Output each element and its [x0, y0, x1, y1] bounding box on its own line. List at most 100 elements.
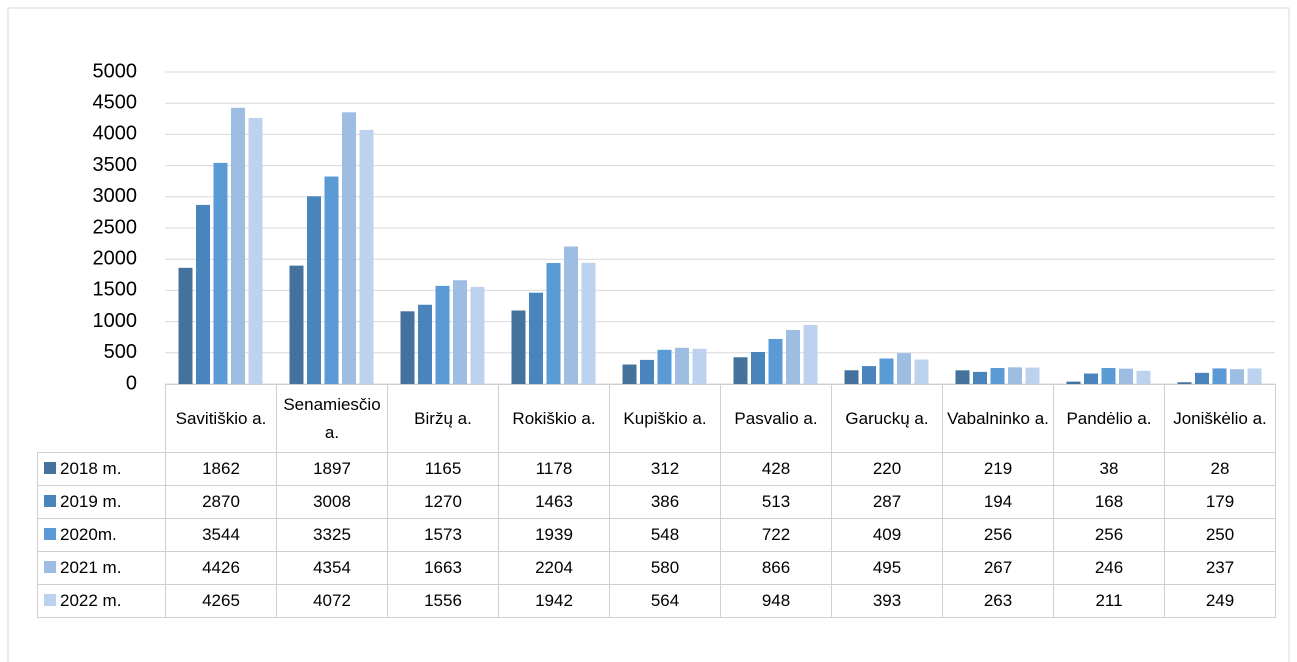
bar	[733, 357, 748, 384]
table-value: 564	[609, 584, 721, 618]
bar	[751, 351, 765, 384]
data-table: Savitiškio a. Senamiesčio a. Biržų a. Rokiš…	[37, 384, 1276, 618]
table-value: 256	[942, 518, 1054, 552]
bar	[973, 371, 987, 384]
table-value: 2204	[498, 551, 610, 585]
table-value: 409	[831, 518, 943, 552]
table-value: 948	[720, 584, 832, 618]
bar	[1101, 368, 1116, 384]
data-row: 2019 m. 2870 3008 1270 1463 386 513 287 194 168 17…	[37, 485, 1276, 519]
table-value: 1942	[498, 584, 610, 618]
bar	[990, 368, 1005, 384]
legend-entry: 2020m.	[37, 518, 166, 552]
bar	[546, 263, 561, 384]
bar	[511, 310, 526, 384]
table-value: 3325	[276, 518, 388, 552]
table-value: 2870	[165, 485, 277, 519]
bar	[640, 359, 654, 384]
bar	[879, 358, 894, 384]
x-tick-label: Kupiškio a.	[609, 384, 721, 453]
table-value: 220	[831, 452, 943, 486]
bar	[564, 246, 578, 384]
table-value: 1556	[387, 584, 499, 618]
data-row: 2020m. 3544 3325 1573 1939 548 722 409 256 256 250	[37, 518, 1276, 552]
table-value: 513	[720, 485, 832, 519]
bar	[786, 329, 800, 384]
table-value: 194	[942, 485, 1054, 519]
bar	[1066, 381, 1081, 384]
legend-label: 2022 m.	[60, 591, 122, 610]
y-tick-label: 4000	[93, 123, 138, 145]
y-tick-label: 2000	[93, 247, 138, 269]
table-value: 1939	[498, 518, 610, 552]
table-value: 250	[1164, 518, 1276, 552]
bar	[231, 107, 245, 384]
bar	[178, 267, 193, 384]
bar	[342, 112, 356, 385]
x-tick-label: Savitiškio a.	[165, 384, 277, 453]
table-value: 246	[1053, 551, 1165, 585]
bar	[1230, 369, 1244, 384]
y-tick-label: 1000	[93, 310, 138, 332]
table-value: 1663	[387, 551, 499, 585]
x-tick-label: Rokiškio a.	[498, 384, 610, 453]
table-value: 263	[942, 584, 1054, 618]
y-tick-label: 0	[126, 372, 137, 394]
y-tick-label: 500	[104, 341, 137, 363]
legend-label: 2019 m.	[60, 492, 122, 511]
table-value: 4426	[165, 551, 277, 585]
bar	[248, 117, 263, 384]
y-tick-label: 3500	[93, 154, 138, 176]
legend-label: 2018 m.	[60, 459, 122, 478]
bar	[897, 353, 911, 384]
bar	[213, 162, 228, 384]
bar	[400, 311, 415, 384]
bar	[844, 370, 859, 384]
table-value: 256	[1053, 518, 1165, 552]
table-value: 249	[1164, 584, 1276, 618]
table-value: 548	[609, 518, 721, 552]
legend-label: 2021 m.	[60, 558, 122, 577]
bar	[581, 262, 596, 384]
bar	[1025, 367, 1040, 384]
table-value: 580	[609, 551, 721, 585]
x-tick-label: Biržų a.	[387, 384, 499, 453]
table-value: 428	[720, 452, 832, 486]
bar	[1119, 368, 1133, 384]
table-value: 219	[942, 452, 1054, 486]
table-value: 3008	[276, 485, 388, 519]
x-tick-label: Senamiesčio a.	[276, 384, 388, 453]
bar	[675, 347, 689, 384]
bar	[768, 338, 783, 384]
bar	[692, 348, 707, 384]
table-value: 4354	[276, 551, 388, 585]
x-tick-label: Garuckų a.	[831, 384, 943, 453]
bar	[435, 285, 450, 384]
x-tick-label: Joniškėlio a.	[1164, 384, 1276, 453]
bar	[529, 292, 543, 384]
table-value: 3544	[165, 518, 277, 552]
legend-swatch	[44, 495, 56, 507]
y-tick-label: 3000	[93, 185, 138, 207]
bar	[307, 196, 321, 384]
table-value: 237	[1164, 551, 1276, 585]
legend-label: 2020m.	[60, 525, 117, 544]
table-value: 211	[1053, 584, 1165, 618]
y-tick-label: 2500	[93, 216, 138, 238]
legend-entry: 2021 m.	[37, 551, 166, 585]
legend-swatch	[44, 594, 56, 606]
bar	[1195, 372, 1209, 384]
bar	[1084, 373, 1098, 384]
legend-entry: 2018 m.	[37, 452, 166, 486]
table-value: 4072	[276, 584, 388, 618]
bar	[470, 286, 485, 384]
bar	[418, 304, 432, 384]
x-tick-label: Pasvalio a.	[720, 384, 832, 453]
bar	[1247, 368, 1262, 384]
table-value: 1270	[387, 485, 499, 519]
table-value: 386	[609, 485, 721, 519]
legend-swatch	[44, 528, 56, 540]
bar	[359, 129, 374, 384]
bar	[622, 364, 637, 384]
